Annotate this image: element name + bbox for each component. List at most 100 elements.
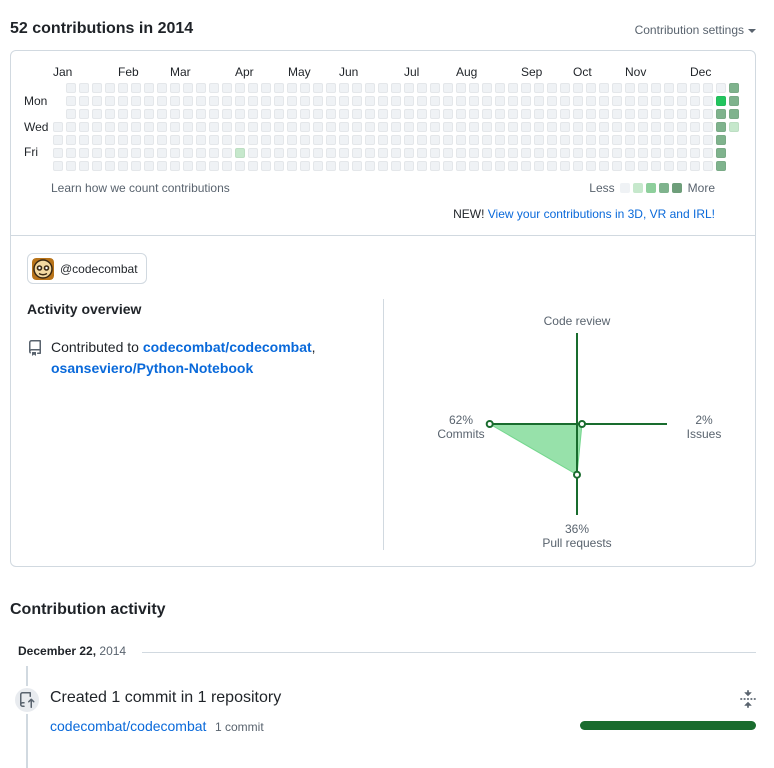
contribution-day[interactable] <box>378 109 388 119</box>
contribution-day[interactable] <box>105 83 115 93</box>
contribution-day[interactable] <box>261 148 271 158</box>
contribution-day[interactable] <box>573 96 583 106</box>
contribution-day[interactable] <box>118 161 128 171</box>
contribution-day[interactable] <box>287 148 297 158</box>
contribution-day[interactable] <box>92 148 102 158</box>
contribution-day[interactable] <box>339 83 349 93</box>
contribution-day[interactable] <box>443 83 453 93</box>
contribution-day[interactable] <box>482 96 492 106</box>
contribution-day[interactable] <box>300 96 310 106</box>
contribution-day[interactable] <box>339 96 349 106</box>
contribution-day[interactable] <box>729 83 739 93</box>
contribution-day[interactable] <box>521 83 531 93</box>
contribution-day[interactable] <box>586 109 596 119</box>
contribution-day[interactable] <box>443 148 453 158</box>
contribution-day[interactable] <box>261 122 271 132</box>
contribution-day[interactable] <box>651 135 661 145</box>
contribution-day[interactable] <box>625 83 635 93</box>
contribution-day[interactable] <box>729 109 739 119</box>
contribution-day[interactable] <box>144 109 154 119</box>
contribution-day[interactable] <box>586 122 596 132</box>
contribution-day[interactable] <box>677 135 687 145</box>
contribution-day[interactable] <box>326 83 336 93</box>
contribution-day[interactable] <box>391 96 401 106</box>
contribution-day[interactable] <box>677 96 687 106</box>
contribution-day[interactable] <box>196 148 206 158</box>
contribution-day[interactable] <box>430 83 440 93</box>
contribution-day[interactable] <box>456 83 466 93</box>
contribution-day[interactable] <box>105 161 115 171</box>
contribution-day[interactable] <box>365 83 375 93</box>
contribution-day[interactable] <box>495 96 505 106</box>
contribution-day[interactable] <box>469 96 479 106</box>
contribution-day[interactable] <box>664 96 674 106</box>
contribution-day[interactable] <box>157 109 167 119</box>
contribution-day[interactable] <box>495 135 505 145</box>
contribution-day[interactable] <box>339 135 349 145</box>
contribution-day[interactable] <box>508 83 518 93</box>
contribution-day[interactable] <box>651 148 661 158</box>
contribution-day[interactable] <box>196 96 206 106</box>
contribution-day[interactable] <box>92 96 102 106</box>
contribution-day[interactable] <box>170 161 180 171</box>
contribution-day[interactable] <box>222 96 232 106</box>
contribution-day[interactable] <box>105 135 115 145</box>
contribution-day[interactable] <box>287 135 297 145</box>
contribution-day[interactable] <box>677 83 687 93</box>
contribution-day[interactable] <box>157 122 167 132</box>
contribution-day[interactable] <box>508 148 518 158</box>
contribution-day[interactable] <box>430 109 440 119</box>
contribution-day[interactable] <box>651 122 661 132</box>
contribution-day[interactable] <box>534 109 544 119</box>
contribution-day[interactable] <box>417 135 427 145</box>
contribution-day[interactable] <box>222 83 232 93</box>
contribution-day[interactable] <box>365 122 375 132</box>
contribution-day[interactable] <box>573 83 583 93</box>
contribution-day[interactable] <box>482 161 492 171</box>
contribution-day[interactable] <box>664 161 674 171</box>
contribution-day[interactable] <box>196 83 206 93</box>
contribution-day[interactable] <box>209 148 219 158</box>
contribution-day[interactable] <box>703 109 713 119</box>
contribution-day[interactable] <box>378 122 388 132</box>
contribution-day[interactable] <box>378 148 388 158</box>
contribution-day[interactable] <box>508 96 518 106</box>
contribution-day[interactable] <box>703 96 713 106</box>
contribution-day[interactable] <box>521 122 531 132</box>
contribution-day[interactable] <box>430 161 440 171</box>
contribution-day[interactable] <box>170 122 180 132</box>
contribution-day[interactable] <box>209 135 219 145</box>
contribution-day[interactable] <box>144 135 154 145</box>
contribution-day[interactable] <box>599 135 609 145</box>
contribution-day[interactable] <box>430 135 440 145</box>
contribution-day[interactable] <box>664 109 674 119</box>
contribution-day[interactable] <box>443 122 453 132</box>
contribution-day[interactable] <box>365 109 375 119</box>
contribution-day[interactable] <box>625 109 635 119</box>
contribution-day[interactable] <box>677 161 687 171</box>
contribution-day[interactable] <box>716 135 726 145</box>
contribution-day[interactable] <box>638 148 648 158</box>
contribution-day[interactable] <box>378 135 388 145</box>
contribution-day[interactable] <box>287 83 297 93</box>
contribution-day[interactable] <box>248 96 258 106</box>
contribution-day[interactable] <box>183 161 193 171</box>
contribution-day[interactable] <box>235 135 245 145</box>
contribution-settings-dropdown[interactable]: Contribution settings <box>635 23 756 37</box>
contribution-day[interactable] <box>469 83 479 93</box>
contribution-day[interactable] <box>417 161 427 171</box>
contribution-day[interactable] <box>534 161 544 171</box>
contribution-day[interactable] <box>404 109 414 119</box>
contribution-day[interactable] <box>300 109 310 119</box>
contribution-day[interactable] <box>248 135 258 145</box>
contribution-day[interactable] <box>612 135 622 145</box>
contribution-day[interactable] <box>79 148 89 158</box>
contribution-day[interactable] <box>326 148 336 158</box>
contribution-day[interactable] <box>105 96 115 106</box>
contribution-day[interactable] <box>664 83 674 93</box>
contribution-day[interactable] <box>547 122 557 132</box>
contribution-day[interactable] <box>131 135 141 145</box>
contribution-day[interactable] <box>66 148 76 158</box>
contribution-day[interactable] <box>469 135 479 145</box>
contribution-day[interactable] <box>495 109 505 119</box>
